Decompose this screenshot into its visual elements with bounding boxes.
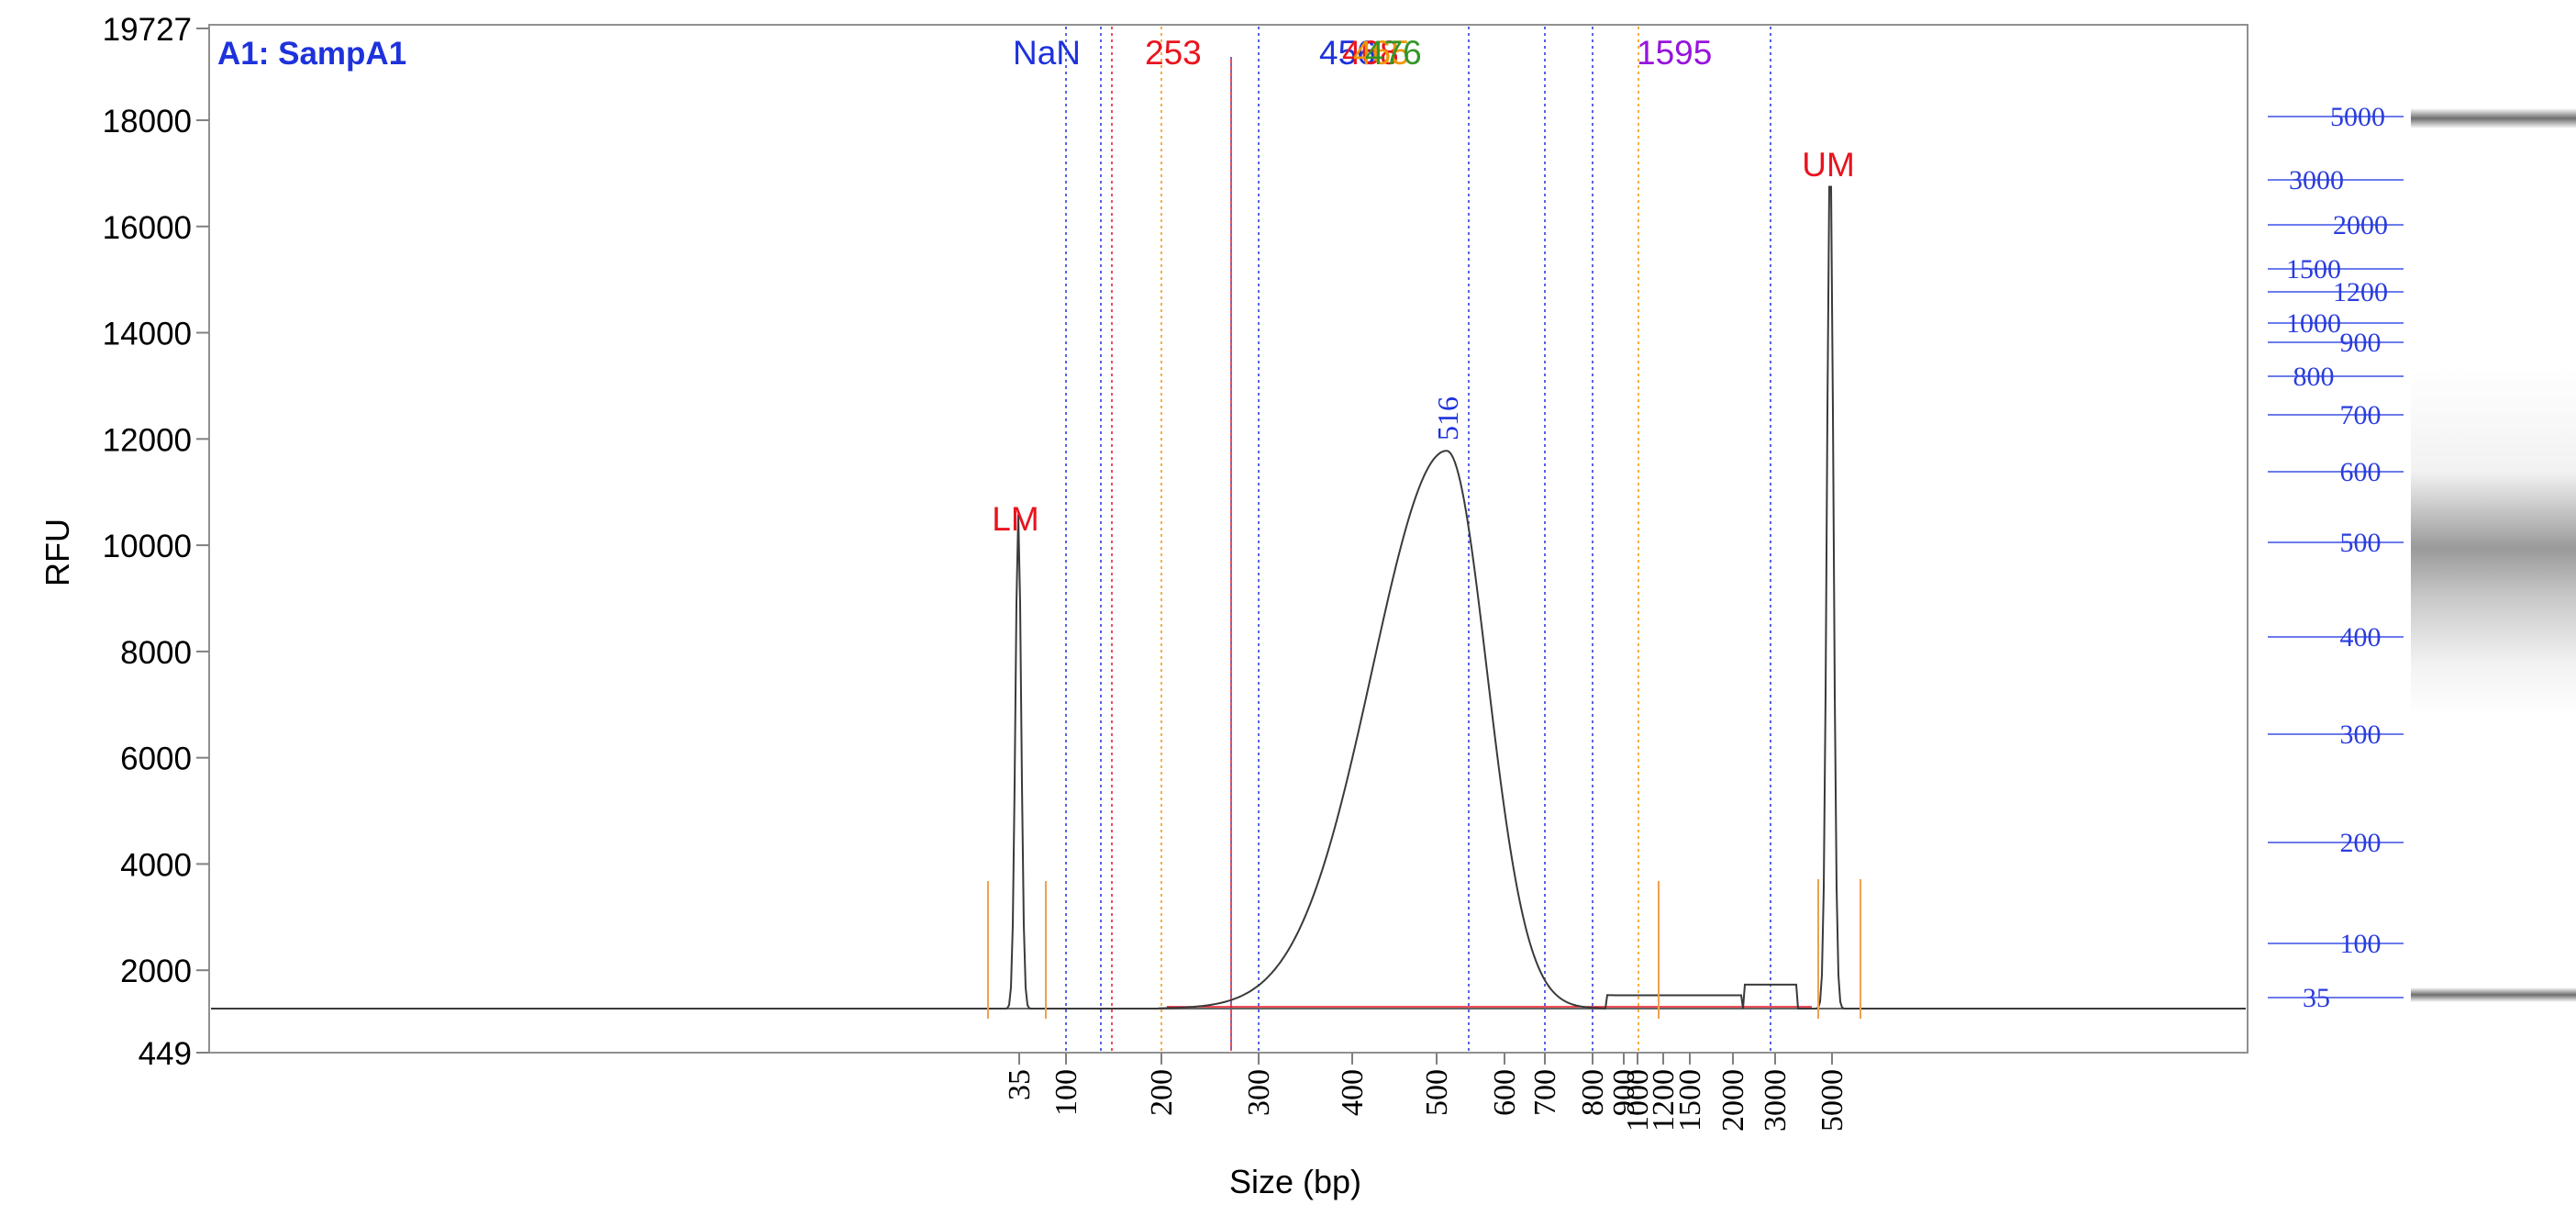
top-marker-label: 465: [1353, 34, 1410, 72]
gel-ladder-label: 800: [2293, 362, 2335, 392]
sample-label: A1: SampA1: [217, 36, 406, 72]
top-marker-label: 253: [1145, 34, 1202, 72]
y-axis: 449 2000 4000 6000 8000 10000 12000 14000 16000 1…: [103, 12, 209, 1072]
plot-area: [208, 24, 2248, 1054]
x-tick-label: 1500: [1673, 1069, 1707, 1132]
gel-band-lower: [2411, 987, 2576, 1002]
x-tick-label: 5000: [1815, 1069, 1849, 1132]
top-marker-label: 456: [1319, 34, 1376, 72]
y-axis-label: RFU: [39, 519, 76, 586]
y-tick-label: 4000: [120, 847, 192, 883]
gel-band-upper: [2411, 108, 2576, 128]
y-tick-label: 8000: [120, 635, 192, 671]
gel-ladder-label: 1200: [2333, 277, 2388, 307]
gel-ladder-label: 5000: [2330, 102, 2385, 132]
x-axis: 35 100 200 300 400 500 600 700 80090010001200150…: [1003, 1053, 1849, 1132]
peak-label: 516: [1431, 396, 1464, 441]
gel-ladder-label: 600: [2340, 457, 2382, 487]
x-tick-label: 100: [1049, 1069, 1083, 1116]
region-lines: [1065, 27, 1771, 1051]
y-tick-label: 19727: [103, 12, 192, 48]
peak-label: LM: [992, 500, 1038, 538]
y-tick-label: 6000: [120, 742, 192, 777]
y-tick-label: 12000: [103, 422, 192, 458]
top-marker-label: 1595: [1637, 34, 1712, 72]
peak-labels: LM 516 UM: [992, 146, 1854, 538]
top-marker-label: 476: [1365, 34, 1422, 72]
plot-frame: [208, 24, 2248, 1054]
gel-ladder-label: 100: [2340, 929, 2382, 959]
x-tick-label: 300: [1242, 1069, 1276, 1116]
gel-ladder-label: 1500: [2286, 254, 2341, 284]
x-tick-label: 600: [1488, 1069, 1522, 1116]
y-tick-label: 2000: [120, 954, 192, 989]
x-tick-label: 500: [1420, 1069, 1454, 1116]
gel-ladder-label: 500: [2340, 528, 2382, 558]
gel-ladder-label: 2000: [2333, 210, 2388, 240]
y-tick-label: 449: [139, 1036, 192, 1072]
gel-ladder-label: 200: [2340, 828, 2382, 858]
marker-ticks: [987, 879, 1861, 1019]
x-tick-label: 1000: [1621, 1069, 1655, 1132]
trace-line: [211, 185, 2246, 1010]
gel-ladder-label: 3000: [2289, 165, 2344, 195]
x-axis-label: Size (bp): [1229, 1163, 1361, 1200]
top-marker-label: 468: [1342, 34, 1399, 72]
x-tick-label: 35: [1003, 1069, 1037, 1100]
y-tick-label: 18000: [103, 104, 192, 139]
x-tick-label: 2000: [1716, 1069, 1750, 1132]
gel-ladder-label: 700: [2340, 400, 2382, 430]
top-marker-label: NaN: [1013, 34, 1081, 72]
x-tick-label: 900: [1607, 1069, 1641, 1116]
x-tick-label: 800: [1576, 1069, 1610, 1116]
gel-ladder-label: 35: [2303, 983, 2330, 1013]
gel-ladder-label: 300: [2340, 720, 2382, 750]
x-tick-label: 3000: [1759, 1069, 1793, 1132]
x-tick-label: 1200: [1647, 1069, 1681, 1132]
y-tick-label: 10000: [103, 529, 192, 564]
y-tick-label: 14000: [103, 317, 192, 352]
gel-ladder-label: 400: [2340, 622, 2382, 653]
y-tick-label: 16000: [103, 210, 192, 246]
peak-label: UM: [1802, 146, 1855, 184]
x-tick-label: 700: [1528, 1069, 1562, 1116]
gel-ladder-label: 1000: [2286, 308, 2341, 339]
gel-smear: [2411, 367, 2576, 716]
gel-ladder-label: 900: [2340, 328, 2382, 358]
x-tick-label: 400: [1336, 1069, 1370, 1116]
x-tick-label: 200: [1145, 1069, 1179, 1116]
